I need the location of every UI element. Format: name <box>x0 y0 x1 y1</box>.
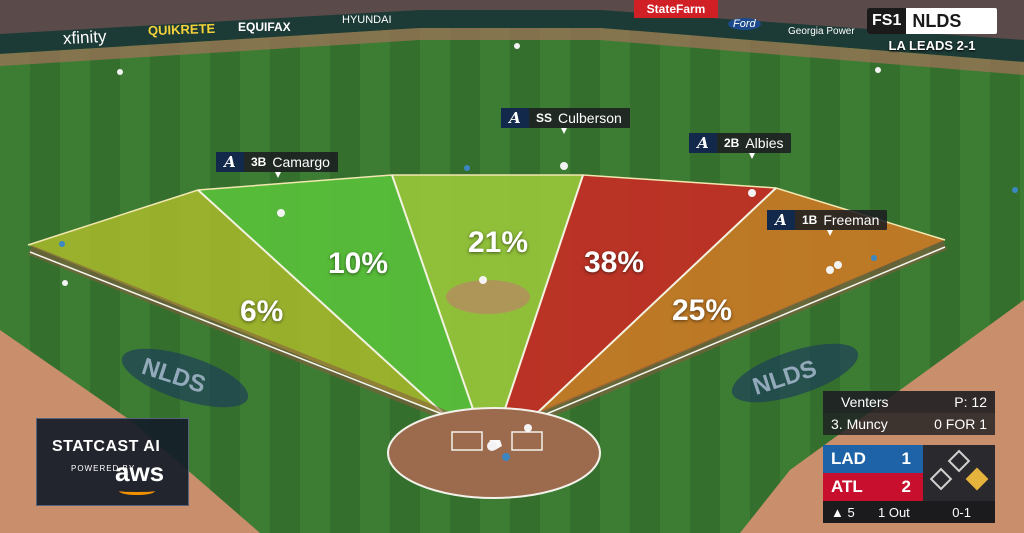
home-team-abbr: ATL <box>831 477 863 496</box>
zone-label-left-field: 6% <box>240 295 284 328</box>
fielder-tag-shortstop: A SS Culberson <box>501 108 630 134</box>
spray-zones <box>27 174 946 416</box>
series-status: LA LEADS 2-1 <box>888 38 976 53</box>
home-team-row: ATL 2 <box>823 473 923 501</box>
second-base-icon <box>947 449 971 473</box>
warning-track <box>0 28 1024 75</box>
zone-left-center <box>198 175 475 415</box>
zone-label-left-center: 10% <box>328 247 389 280</box>
pitch-count: P: 12 <box>954 394 987 410</box>
outs: 1 Out <box>878 504 910 520</box>
away-team-runs: 1 <box>901 449 911 468</box>
sign-xfinity: xfinity <box>62 26 107 49</box>
home-team-runs: 2 <box>901 477 911 496</box>
players <box>62 43 881 451</box>
away-team-row: LAD 1 <box>823 445 923 473</box>
sign-statefarm: StateFarm <box>634 0 718 18</box>
fs1-logo: FS1 <box>867 8 907 34</box>
pointer-icon <box>561 128 567 134</box>
fielder-position: SS <box>536 111 553 125</box>
braves-logo-icon: A <box>216 152 244 172</box>
fielder-name: Camargo <box>272 154 330 170</box>
base-diamond <box>923 445 995 501</box>
sign-ford: Ford <box>728 18 761 30</box>
braves-logo-icon: A <box>767 210 795 230</box>
zone-right-field <box>535 188 945 415</box>
fielder-tag-second-base: A 2B Albies <box>689 133 792 159</box>
network-bug: FS1 NLDS LA LEADS 2-1 <box>867 8 997 53</box>
sign-hyundai: HYUNDAI <box>342 14 392 26</box>
fielder-name: Albies <box>745 135 784 151</box>
fielder-position: 1B <box>802 213 818 227</box>
zone-label-right-center: 38% <box>584 246 645 279</box>
braves-logo-icon: A <box>501 108 529 128</box>
zone-left-field <box>28 190 445 415</box>
zone-right-center <box>503 175 776 415</box>
batter-row: 3. Muncy 0 FOR 1 <box>823 413 995 435</box>
sign-equifax: EQUIFAX <box>238 20 291 34</box>
zone-label-center: 21% <box>468 226 529 259</box>
third-base-icon <box>929 467 953 491</box>
batter-line: 0 FOR 1 <box>934 416 987 432</box>
pointer-icon <box>749 153 755 159</box>
statcast-title: STATCAST AI <box>52 438 161 455</box>
nlds-logo: NLDS <box>912 10 962 31</box>
fielder-name: Freeman <box>823 212 880 228</box>
aws-logo: aws <box>115 457 165 487</box>
pitchers-mound <box>446 280 530 314</box>
fielder-name: Culberson <box>558 110 622 126</box>
outfield-wall <box>0 10 1024 62</box>
sign-quikrete: QUIKRETE <box>147 20 216 39</box>
pointer-icon <box>827 230 833 236</box>
home-plate-circle <box>387 407 601 499</box>
first-base-icon <box>965 467 989 491</box>
outfield-signage: xfinity QUIKRETE EQUIFAX HYUNDAI StateFa… <box>0 0 1024 48</box>
powered-by-label: POWERED BY <box>71 464 136 473</box>
away-team-abbr: LAD <box>831 449 866 468</box>
count: 0-1 <box>952 504 971 520</box>
fielder-tag-first-base: A 1B Freeman <box>767 210 888 236</box>
inning-row: ▲ 5 1 Out 0-1 <box>823 501 995 523</box>
braves-logo-icon: A <box>689 133 717 153</box>
pointer-icon <box>275 172 281 178</box>
scorebug: Venters P: 12 3. Muncy 0 FOR 1 LAD 1 ATL… <box>823 391 995 523</box>
batter-name: 3. Muncy <box>831 416 888 432</box>
pitcher-row: Venters P: 12 <box>823 391 995 413</box>
zone-label-right-field: 25% <box>672 294 733 327</box>
network-logo: FS1 NLDS <box>867 8 997 34</box>
fielder-tag-third-base: A 3B Camargo <box>216 152 338 178</box>
inning: ▲ 5 <box>831 504 855 520</box>
fielder-position: 2B <box>724 136 740 150</box>
aws-smile-icon <box>119 487 155 495</box>
pitcher-name: Venters <box>841 394 889 410</box>
fielder-position: 3B <box>251 155 267 169</box>
sign-georgia-power: Georgia Power <box>788 26 855 37</box>
statcast-ai-badge: STATCAST AI POWERED BY aws <box>36 418 189 506</box>
